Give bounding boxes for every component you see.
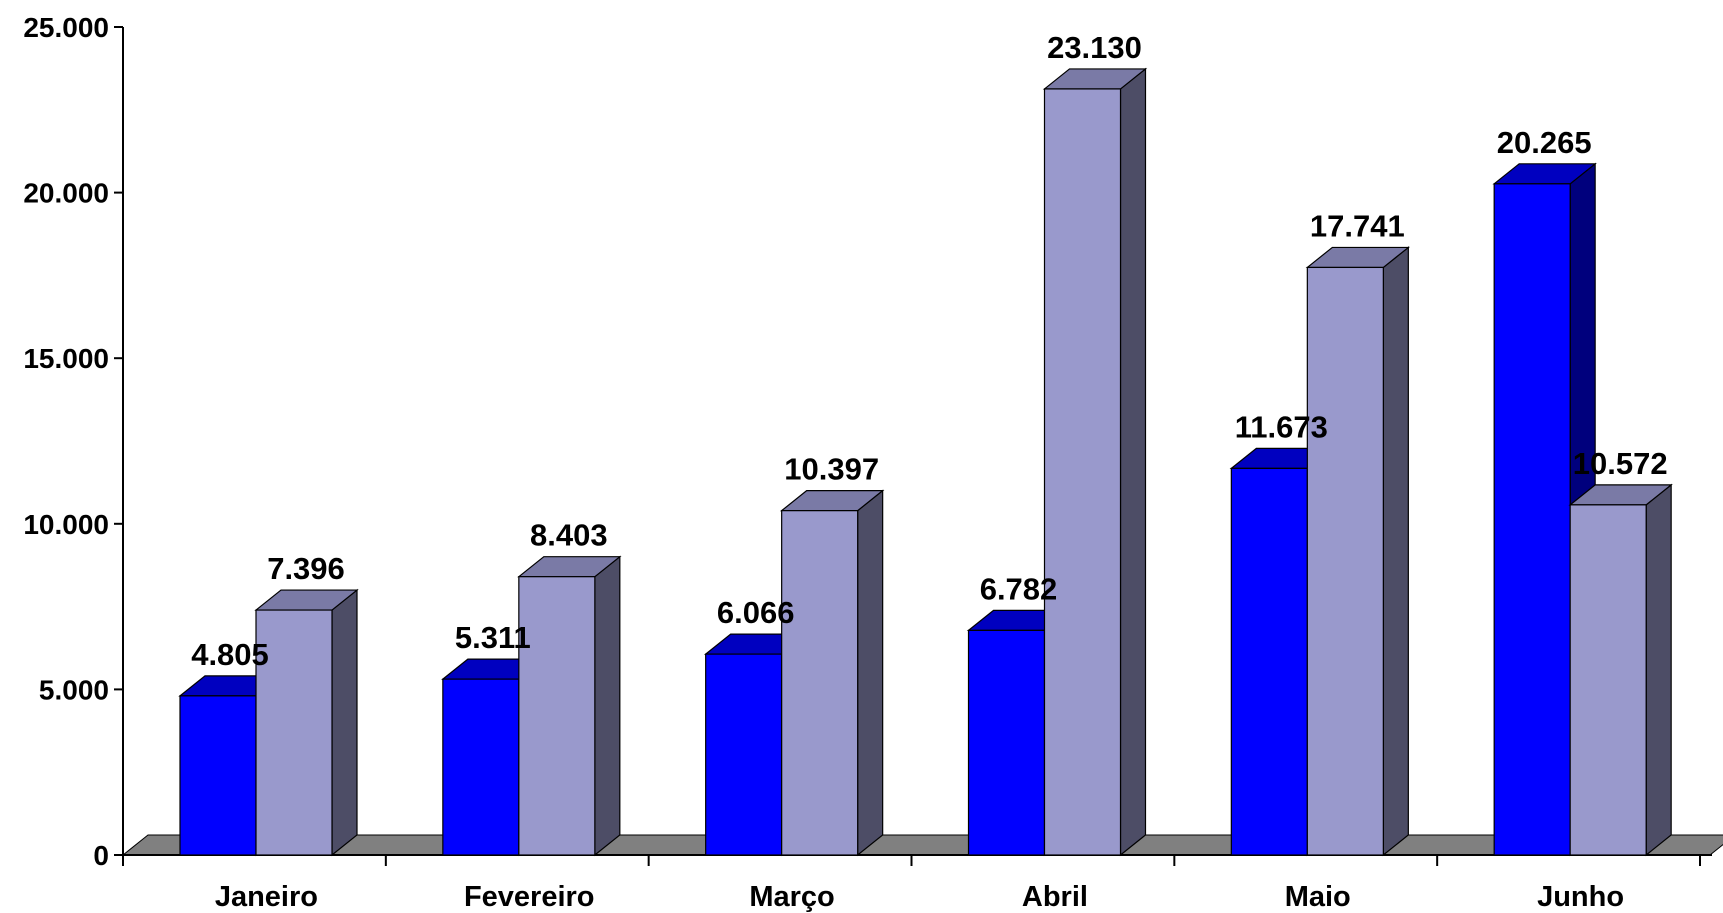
y-tick-label: 0 bbox=[93, 840, 109, 871]
chart-labels: Janeiro Fevereiro Março Abril Maio Junho 4.805… bbox=[191, 30, 1667, 913]
bar-side-face bbox=[1382, 246, 1409, 857]
y-tick-label: 5.000 bbox=[39, 674, 109, 705]
data-label: 23.130 bbox=[1047, 30, 1142, 65]
bar bbox=[1493, 183, 1571, 856]
bar bbox=[1569, 504, 1647, 856]
y-tick-label: 10.000 bbox=[23, 509, 109, 540]
chart-floor bbox=[121, 834, 1723, 856]
bar-side-face bbox=[1645, 483, 1672, 857]
bar bbox=[255, 609, 333, 856]
data-label: 5.311 bbox=[455, 620, 531, 655]
x-category-label: Fevereiro bbox=[464, 881, 595, 913]
data-label: 10.572 bbox=[1573, 446, 1668, 481]
chart-bars bbox=[178, 67, 1673, 857]
y-tick-label: 15.000 bbox=[23, 343, 109, 374]
x-category-label: Junho bbox=[1537, 881, 1624, 913]
x-category-label: Abril bbox=[1022, 881, 1088, 913]
data-label: 10.397 bbox=[784, 452, 879, 487]
x-category-label: Maio bbox=[1285, 881, 1351, 913]
data-label: 7.396 bbox=[267, 551, 345, 586]
bar bbox=[179, 695, 257, 856]
bar bbox=[1043, 88, 1122, 856]
bar-side-face bbox=[857, 489, 884, 857]
y-tick-label: 25.000 bbox=[23, 12, 109, 43]
data-label: 6.066 bbox=[717, 595, 795, 630]
data-label: 11.673 bbox=[1235, 409, 1328, 444]
chart-floor-layer bbox=[121, 834, 1723, 856]
bar-side-face bbox=[594, 555, 621, 857]
chart-axes: 0 5.000 10.000 15.000 20.000 25.000 bbox=[23, 12, 1712, 871]
bar bbox=[518, 576, 596, 856]
bar bbox=[1230, 467, 1308, 856]
data-label: 4.805 bbox=[191, 637, 269, 672]
bar-side-face bbox=[331, 588, 358, 857]
bar bbox=[781, 510, 859, 856]
data-label: 8.403 bbox=[530, 518, 608, 553]
data-label: 20.265 bbox=[1497, 125, 1592, 160]
bar bbox=[1306, 266, 1384, 856]
x-category-label: Janeiro bbox=[215, 881, 318, 913]
x-category-label: Março bbox=[749, 881, 834, 913]
bar bbox=[705, 653, 783, 856]
y-tick-label: 20.000 bbox=[23, 178, 109, 209]
bar bbox=[442, 678, 520, 856]
data-label: 17.741 bbox=[1310, 208, 1405, 243]
bar bbox=[967, 629, 1046, 856]
bar-side-face bbox=[1119, 67, 1147, 857]
data-label: 6.782 bbox=[980, 571, 1058, 606]
